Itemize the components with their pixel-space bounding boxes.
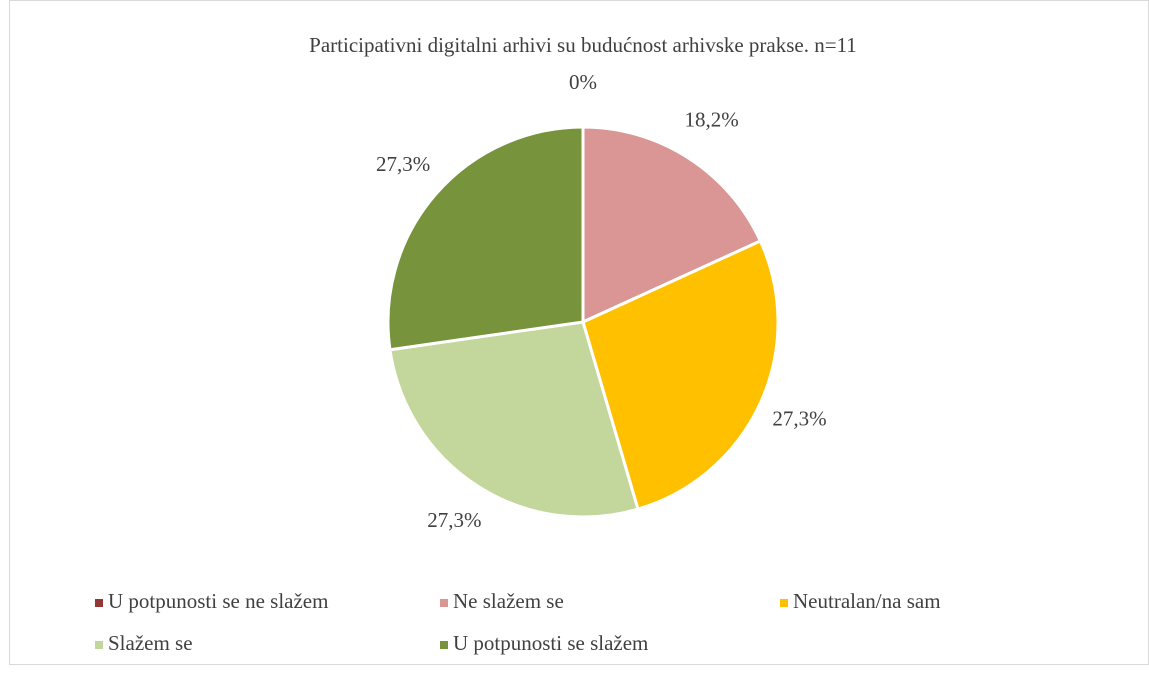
legend-label: Neutralan/na sam (793, 589, 941, 613)
data-label: 18,2% (685, 108, 739, 132)
data-label: 27,3% (376, 152, 430, 176)
legend-marker (95, 599, 103, 607)
pie-slice (386, 125, 585, 352)
data-label: 27,3% (427, 508, 481, 532)
legend-marker (780, 599, 788, 607)
legend-marker (440, 641, 448, 649)
pie-slice (388, 320, 640, 519)
legend-marker (95, 641, 103, 649)
legend-label: Ne slažem se (453, 589, 564, 613)
pie-slice (581, 239, 780, 511)
pie-slice (581, 125, 763, 325)
data-label: 0% (569, 70, 597, 94)
data-label: 27,3% (772, 407, 826, 431)
legend-marker (440, 599, 448, 607)
legend-label: Slažem se (108, 631, 193, 655)
legend-label: U potpunosti se ne slažem (108, 589, 328, 613)
chart-title: Participativni digitalni arhivi su buduć… (309, 33, 857, 57)
legend-label: U potpunosti se slažem (453, 631, 648, 655)
